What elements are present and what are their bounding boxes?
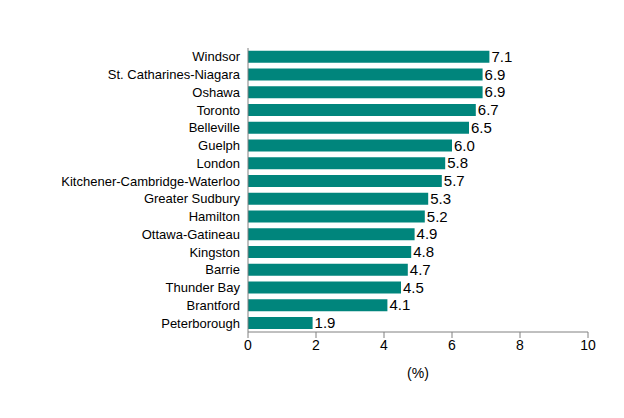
svg-text:5.8: 5.8 [447, 154, 468, 171]
svg-text:Greater Sudbury: Greater Sudbury [144, 191, 241, 206]
svg-text:1.9: 1.9 [315, 314, 336, 331]
svg-text:St. Catharines-Niagara: St. Catharines-Niagara [108, 67, 241, 82]
svg-text:6.9: 6.9 [485, 83, 506, 100]
svg-text:5.2: 5.2 [427, 208, 448, 225]
svg-text:6: 6 [448, 337, 456, 353]
svg-text:Guelph: Guelph [198, 138, 240, 153]
svg-text:6.9: 6.9 [485, 66, 506, 83]
svg-text:Oshawa: Oshawa [192, 85, 240, 100]
svg-text:4.1: 4.1 [389, 296, 410, 313]
svg-text:Peterborough: Peterborough [161, 316, 240, 331]
svg-text:4.5: 4.5 [403, 279, 424, 296]
svg-text:Barrie: Barrie [205, 262, 240, 277]
svg-text:Toronto: Toronto [197, 103, 240, 118]
svg-text:2: 2 [312, 337, 320, 353]
svg-text:6.5: 6.5 [471, 119, 492, 136]
svg-text:5.3: 5.3 [430, 190, 451, 207]
svg-text:4.7: 4.7 [410, 261, 431, 278]
svg-text:Windsor: Windsor [192, 49, 240, 64]
svg-text:Kingston: Kingston [189, 245, 240, 260]
svg-text:4.8: 4.8 [413, 243, 434, 260]
svg-text:8: 8 [516, 337, 524, 353]
svg-text:Hamilton: Hamilton [189, 209, 240, 224]
svg-text:London: London [197, 156, 240, 171]
svg-text:10: 10 [580, 337, 596, 353]
svg-text:6.7: 6.7 [478, 101, 499, 118]
svg-text:Brantford: Brantford [187, 298, 240, 313]
svg-text:Thunder Bay: Thunder Bay [166, 280, 241, 295]
svg-text:Ottawa-Gatineau: Ottawa-Gatineau [142, 227, 240, 242]
svg-text:Kitchener-Cambridge-Waterloo: Kitchener-Cambridge-Waterloo [61, 174, 240, 189]
svg-text:0: 0 [244, 337, 252, 353]
svg-text:4: 4 [380, 337, 388, 353]
svg-text:Belleville: Belleville [189, 120, 240, 135]
svg-text:6.0: 6.0 [454, 137, 475, 154]
svg-text:(%): (%) [407, 365, 429, 381]
svg-text:4.9: 4.9 [417, 225, 438, 242]
svg-text:7.1: 7.1 [491, 48, 512, 65]
svg-text:5.7: 5.7 [444, 172, 465, 189]
